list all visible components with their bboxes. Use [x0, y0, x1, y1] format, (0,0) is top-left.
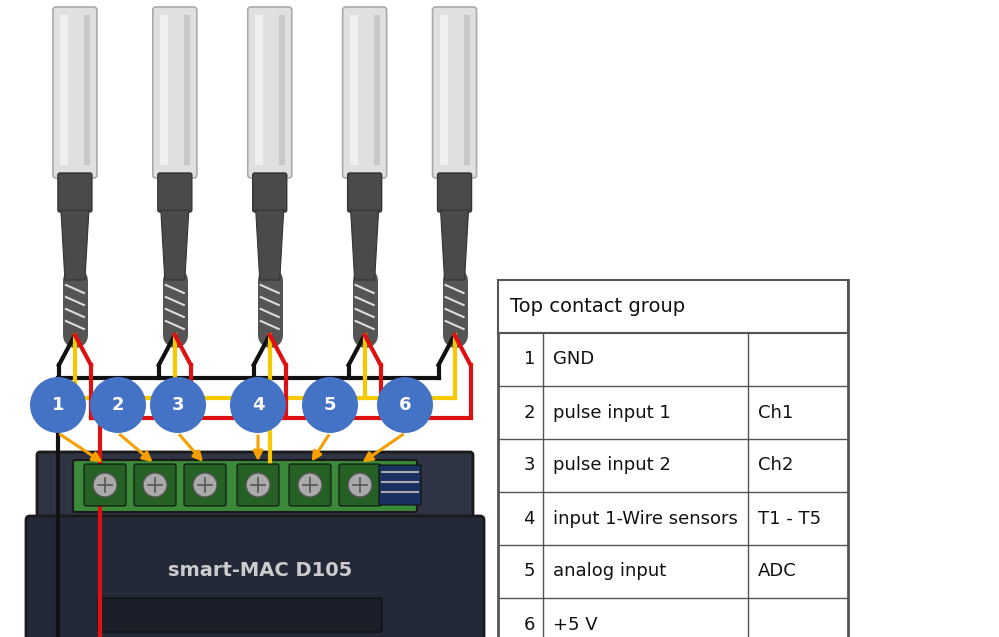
FancyBboxPatch shape [184, 464, 226, 506]
Text: Top contact group: Top contact group [510, 297, 685, 316]
Bar [184, 15, 190, 165]
FancyBboxPatch shape [73, 460, 417, 512]
Circle shape [302, 377, 358, 433]
FancyBboxPatch shape [98, 598, 382, 632]
FancyBboxPatch shape [153, 7, 197, 178]
FancyBboxPatch shape [289, 464, 331, 506]
FancyBboxPatch shape [237, 464, 279, 506]
Text: input 1-Wire sensors: input 1-Wire sensors [553, 510, 738, 527]
Text: 6: 6 [523, 615, 535, 634]
FancyBboxPatch shape [37, 452, 473, 523]
Text: 5: 5 [523, 562, 535, 580]
Bar [279, 15, 285, 165]
Text: 3: 3 [523, 457, 535, 475]
FancyBboxPatch shape [348, 173, 382, 212]
FancyBboxPatch shape [134, 464, 176, 506]
Text: pulse input 2: pulse input 2 [553, 457, 671, 475]
FancyBboxPatch shape [158, 173, 192, 212]
Circle shape [93, 473, 117, 497]
FancyBboxPatch shape [84, 464, 126, 506]
Text: +5 V: +5 V [553, 615, 597, 634]
Bar [60, 15, 68, 165]
Polygon shape [61, 210, 89, 280]
FancyBboxPatch shape [53, 7, 97, 178]
Bar [160, 15, 168, 165]
Text: GND: GND [553, 350, 594, 368]
Polygon shape [256, 210, 284, 280]
Bar [374, 15, 380, 165]
Text: 4: 4 [523, 510, 535, 527]
Text: pulse input 1: pulse input 1 [553, 403, 670, 422]
FancyBboxPatch shape [253, 173, 287, 212]
Text: 1: 1 [523, 350, 535, 368]
Polygon shape [351, 210, 379, 280]
Text: analog input: analog input [553, 562, 666, 580]
Text: ADC: ADC [758, 562, 797, 580]
Text: 3: 3 [172, 396, 184, 414]
FancyBboxPatch shape [248, 7, 292, 178]
Text: 4: 4 [252, 396, 265, 414]
FancyBboxPatch shape [379, 465, 421, 505]
Circle shape [377, 377, 433, 433]
Text: Ch1: Ch1 [758, 403, 793, 422]
FancyBboxPatch shape [339, 464, 381, 506]
Text: 5: 5 [324, 396, 337, 414]
Text: 2: 2 [523, 403, 535, 422]
Bar [498, 280, 848, 333]
Text: Ch2: Ch2 [758, 457, 793, 475]
Text: 1: 1 [52, 396, 64, 414]
Text: smart-MAC D105: smart-MAC D105 [168, 561, 352, 580]
Bar [84, 15, 90, 165]
FancyBboxPatch shape [438, 173, 472, 212]
Circle shape [193, 473, 217, 497]
Bar [464, 15, 470, 165]
Bar [498, 280, 848, 637]
Circle shape [90, 377, 146, 433]
FancyBboxPatch shape [433, 7, 477, 178]
Circle shape [246, 473, 270, 497]
Polygon shape [161, 210, 189, 280]
Circle shape [298, 473, 322, 497]
Circle shape [348, 473, 372, 497]
Bar [255, 15, 263, 165]
Bar [350, 15, 358, 165]
Text: 6: 6 [399, 396, 412, 414]
Bar [440, 15, 448, 165]
Circle shape [30, 377, 86, 433]
Circle shape [150, 377, 206, 433]
FancyBboxPatch shape [26, 516, 484, 637]
Circle shape [230, 377, 286, 433]
FancyBboxPatch shape [58, 173, 92, 212]
Polygon shape [441, 210, 469, 280]
Text: 2: 2 [112, 396, 124, 414]
Circle shape [143, 473, 167, 497]
FancyBboxPatch shape [343, 7, 387, 178]
Text: T1 - T5: T1 - T5 [758, 510, 821, 527]
